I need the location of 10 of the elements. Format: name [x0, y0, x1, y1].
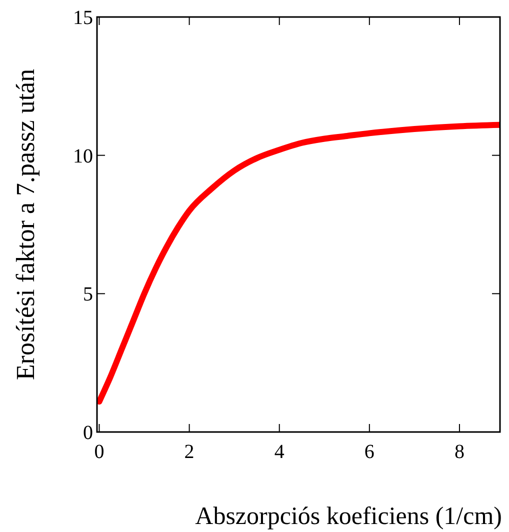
x-tick-label: 4 [274, 441, 284, 463]
x-tick-label: 2 [184, 441, 194, 463]
x-tick-label: 8 [454, 441, 464, 463]
y-tick-label: 15 [73, 7, 93, 29]
y-tick-label: 5 [83, 284, 93, 306]
x-tick-label: 6 [364, 441, 374, 463]
y-axis-title: Erosítési faktor a 7.passz után [11, 68, 40, 380]
y-tick-label: 10 [73, 145, 93, 168]
x-axis-title: Abszorpciós koeficiens (1/cm) [195, 503, 502, 530]
y-tick-label: 0 [83, 422, 93, 444]
